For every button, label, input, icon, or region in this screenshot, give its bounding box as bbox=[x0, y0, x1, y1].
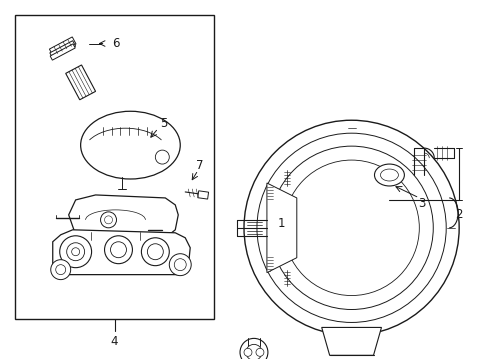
Circle shape bbox=[141, 238, 169, 266]
Circle shape bbox=[269, 146, 432, 310]
Circle shape bbox=[66, 243, 84, 261]
Circle shape bbox=[60, 236, 91, 268]
Circle shape bbox=[155, 150, 169, 164]
Text: 6: 6 bbox=[112, 37, 119, 50]
Text: 4: 4 bbox=[110, 335, 118, 348]
Circle shape bbox=[72, 248, 80, 256]
Circle shape bbox=[51, 260, 71, 280]
Circle shape bbox=[244, 120, 458, 336]
Circle shape bbox=[256, 133, 446, 323]
Polygon shape bbox=[50, 41, 76, 58]
Ellipse shape bbox=[81, 111, 180, 179]
Text: 7: 7 bbox=[196, 158, 203, 172]
Polygon shape bbox=[65, 65, 95, 100]
Circle shape bbox=[245, 345, 262, 360]
Polygon shape bbox=[50, 44, 75, 60]
Circle shape bbox=[255, 348, 264, 356]
Text: 3: 3 bbox=[418, 197, 425, 210]
Circle shape bbox=[110, 242, 126, 258]
Text: 5: 5 bbox=[159, 117, 167, 130]
Circle shape bbox=[104, 216, 112, 224]
Circle shape bbox=[240, 338, 267, 360]
Circle shape bbox=[244, 348, 251, 356]
Circle shape bbox=[101, 212, 116, 228]
Polygon shape bbox=[266, 183, 296, 273]
Polygon shape bbox=[53, 230, 190, 275]
Ellipse shape bbox=[380, 169, 398, 181]
Bar bbox=[15, 15, 214, 319]
Text: 1: 1 bbox=[278, 217, 285, 230]
Polygon shape bbox=[197, 191, 208, 199]
Circle shape bbox=[174, 259, 186, 271]
Circle shape bbox=[283, 160, 419, 296]
Circle shape bbox=[56, 265, 65, 275]
Ellipse shape bbox=[374, 164, 404, 186]
Circle shape bbox=[147, 244, 163, 260]
Text: 2: 2 bbox=[454, 208, 462, 221]
Circle shape bbox=[104, 236, 132, 264]
Circle shape bbox=[169, 254, 191, 276]
Polygon shape bbox=[68, 195, 178, 240]
Polygon shape bbox=[49, 37, 76, 56]
Polygon shape bbox=[321, 328, 381, 355]
